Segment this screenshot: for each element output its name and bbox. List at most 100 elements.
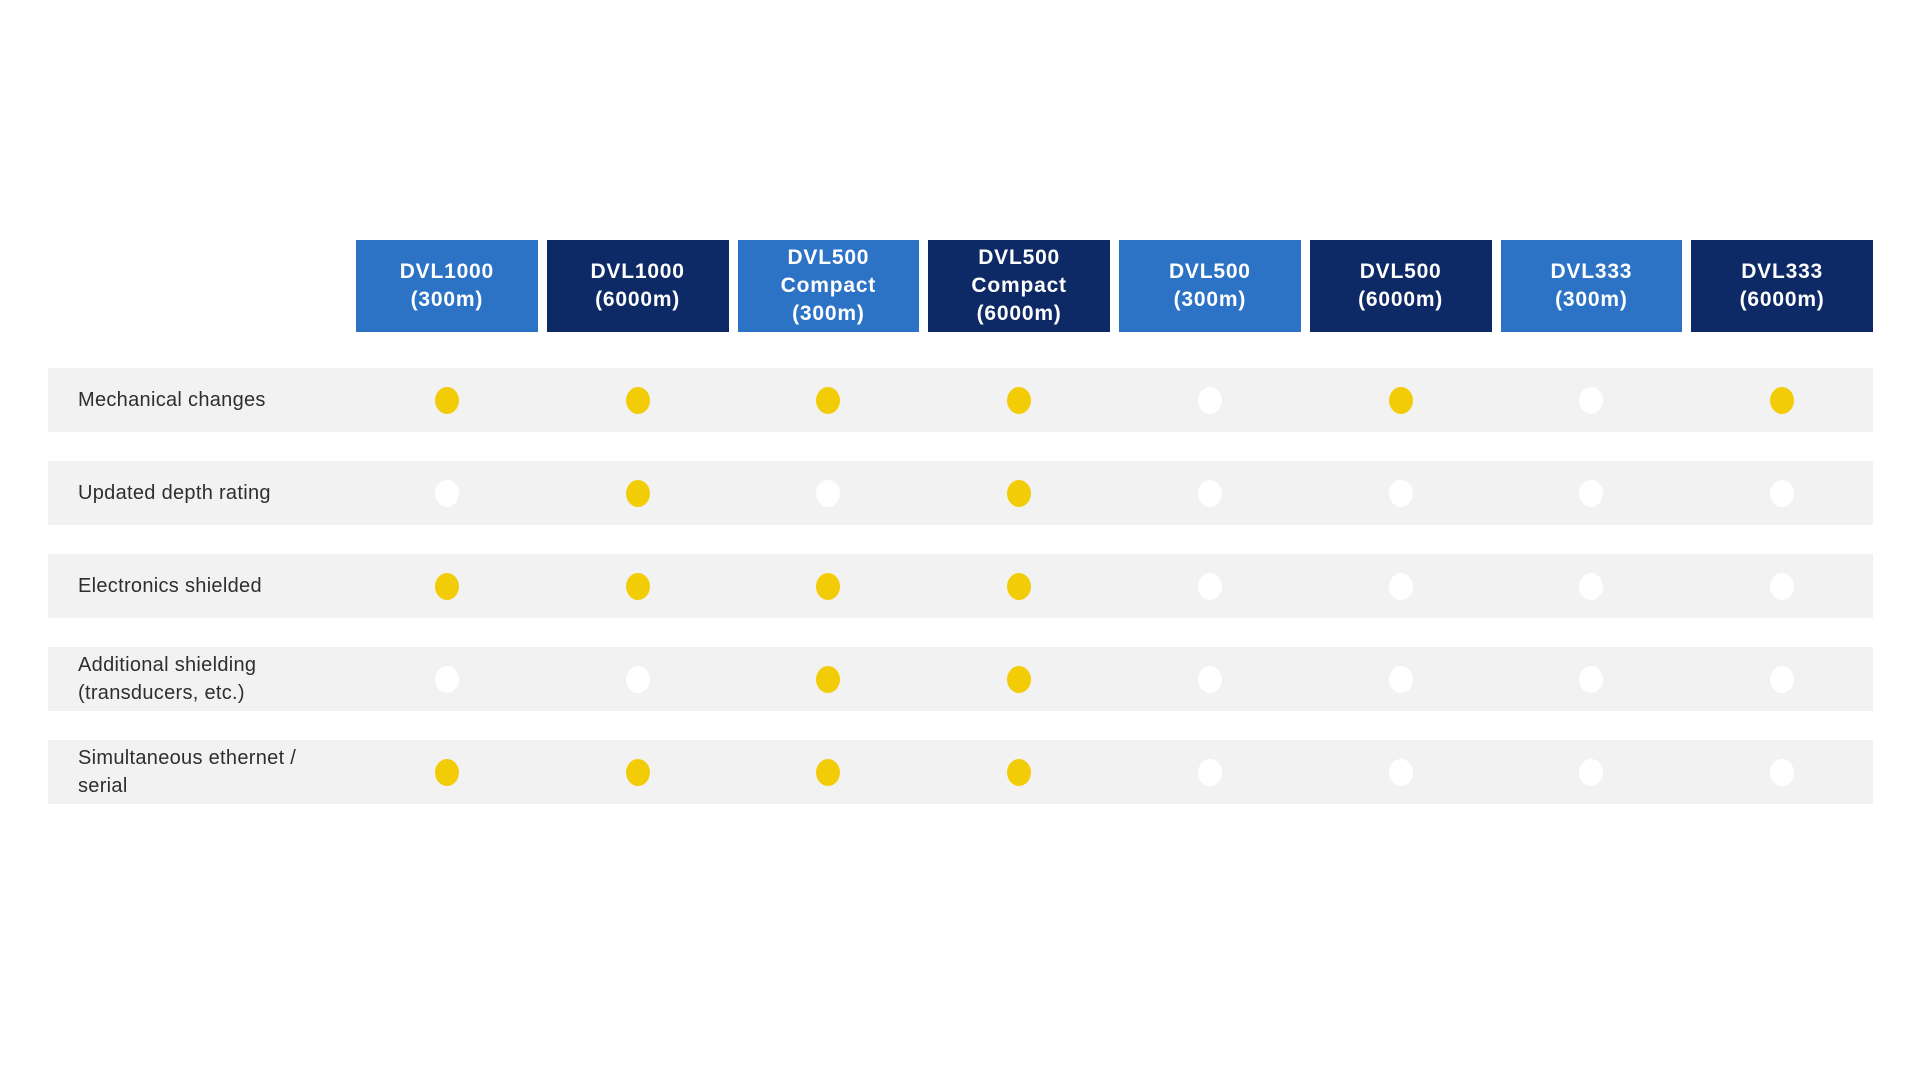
cell-simultaneous-ethernet-serial-dvl500-compact-6000m <box>928 740 1110 804</box>
not-included-dot-icon <box>1197 479 1222 507</box>
included-dot-icon <box>1007 479 1032 507</box>
row-label-mechanical-changes: Mechanical changes <box>48 386 347 414</box>
row-label-line: Updated depth rating <box>78 482 271 504</box>
feature-rows: Mechanical changes Updated depth rating El… <box>48 368 1873 804</box>
cell-electronics-shielded-dvl1000-300m <box>356 554 538 618</box>
column-header-line: (300m) <box>792 302 865 325</box>
column-header-line: Compact <box>780 274 877 297</box>
row-label-line: (transducers, etc.) <box>78 682 245 704</box>
included-dot-icon <box>816 758 841 786</box>
feature-row-simultaneous-ethernet-serial: Simultaneous ethernet / serial <box>48 740 1873 804</box>
included-dot-icon <box>434 386 459 414</box>
included-dot-icon <box>1007 758 1032 786</box>
row-label-electronics-shielded: Electronics shielded <box>48 572 347 600</box>
not-included-dot-icon <box>1579 665 1604 693</box>
cell-simultaneous-ethernet-serial-dvl333-6000m <box>1691 740 1873 804</box>
column-header-line: (300m) <box>410 288 484 311</box>
column-header-dvl500-compact-300m: DVL500 Compact (300m) <box>737 240 920 332</box>
column-header-line: DVL500 <box>1168 260 1251 283</box>
column-header-line: (300m) <box>1173 288 1247 311</box>
column-header-line: (6000m) <box>1739 288 1825 311</box>
cell-simultaneous-ethernet-serial-dvl500-compact-300m <box>738 740 920 804</box>
column-header-dvl333-300m: DVL333 (300m) <box>1500 240 1683 332</box>
cell-updated-depth-rating-dvl500-compact-300m <box>738 461 920 525</box>
header-spacer <box>48 240 347 332</box>
cell-mechanical-changes-dvl500-300m <box>1119 368 1301 432</box>
feature-row-mechanical-changes: Mechanical changes <box>48 368 1873 432</box>
column-header-line: DVL500 <box>787 246 870 269</box>
column-header-dvl333-6000m: DVL333 (6000m) <box>1691 240 1873 332</box>
column-header-line: DVL500 <box>978 246 1061 269</box>
cell-additional-shielding-dvl500-6000m <box>1310 647 1492 711</box>
not-included-dot-icon <box>1388 479 1413 507</box>
cell-simultaneous-ethernet-serial-dvl333-300m <box>1501 740 1683 804</box>
cell-electronics-shielded-dvl333-300m <box>1501 554 1683 618</box>
feature-row-updated-depth-rating: Updated depth rating <box>48 461 1873 525</box>
included-dot-icon <box>625 479 650 507</box>
not-included-dot-icon <box>816 479 841 507</box>
included-dot-icon <box>625 386 650 414</box>
not-included-dot-icon <box>434 479 459 507</box>
not-included-dot-icon <box>1579 386 1604 414</box>
not-included-dot-icon <box>1770 758 1795 786</box>
cell-simultaneous-ethernet-serial-dvl500-6000m <box>1310 740 1492 804</box>
included-dot-icon <box>1007 572 1032 600</box>
cell-additional-shielding-dvl333-300m <box>1501 647 1683 711</box>
cell-electronics-shielded-dvl333-6000m <box>1691 554 1873 618</box>
column-header-line: DVL500 <box>1359 260 1442 283</box>
included-dot-icon <box>625 572 650 600</box>
column-header-line: (6000m) <box>976 302 1062 325</box>
column-header-dvl1000-6000m: DVL1000 (6000m) <box>546 240 729 332</box>
cell-mechanical-changes-dvl1000-6000m <box>547 368 729 432</box>
row-label-simultaneous-ethernet-serial: Simultaneous ethernet / serial <box>48 744 347 800</box>
row-label-line: Additional shielding <box>78 654 257 676</box>
comparison-table: DVL1000 (300m) DVL1000 (6000m) DVL500 Compact… <box>48 240 1873 833</box>
cell-updated-depth-rating-dvl500-compact-6000m <box>928 461 1110 525</box>
not-included-dot-icon <box>1197 758 1222 786</box>
cell-additional-shielding-dvl500-compact-300m <box>738 647 920 711</box>
cell-simultaneous-ethernet-serial-dvl500-300m <box>1119 740 1301 804</box>
cell-electronics-shielded-dvl500-300m <box>1119 554 1301 618</box>
column-header-line: (300m) <box>1555 288 1628 311</box>
row-label-line: serial <box>78 775 128 797</box>
row-label-updated-depth-rating: Updated depth rating <box>48 479 347 507</box>
not-included-dot-icon <box>1388 572 1413 600</box>
not-included-dot-icon <box>1579 572 1604 600</box>
not-included-dot-icon <box>1388 665 1413 693</box>
included-dot-icon <box>816 572 841 600</box>
included-dot-icon <box>816 386 841 414</box>
cell-mechanical-changes-dvl500-compact-300m <box>738 368 920 432</box>
feature-row-electronics-shielded: Electronics shielded <box>48 554 1873 618</box>
cell-additional-shielding-dvl1000-6000m <box>547 647 729 711</box>
included-dot-icon <box>1007 386 1032 414</box>
column-header-dvl500-6000m: DVL500 (6000m) <box>1309 240 1492 332</box>
not-included-dot-icon <box>1388 758 1413 786</box>
cell-simultaneous-ethernet-serial-dvl1000-300m <box>356 740 538 804</box>
feature-row-additional-shielding: Additional shielding (transducers, etc.) <box>48 647 1873 711</box>
cell-electronics-shielded-dvl500-compact-6000m <box>928 554 1110 618</box>
column-header-line: (6000m) <box>595 288 681 311</box>
cell-additional-shielding-dvl500-compact-6000m <box>928 647 1110 711</box>
header-row: DVL1000 (300m) DVL1000 (6000m) DVL500 Compact… <box>48 240 1873 332</box>
not-included-dot-icon <box>434 665 459 693</box>
column-header-line: DVL333 <box>1550 260 1633 283</box>
cell-updated-depth-rating-dvl500-6000m <box>1310 461 1492 525</box>
included-dot-icon <box>434 572 459 600</box>
included-dot-icon <box>625 758 650 786</box>
not-included-dot-icon <box>1197 665 1222 693</box>
column-header-dvl500-300m: DVL500 (300m) <box>1119 240 1301 332</box>
cell-updated-depth-rating-dvl1000-6000m <box>547 461 729 525</box>
cell-mechanical-changes-dvl333-6000m <box>1691 368 1873 432</box>
cell-electronics-shielded-dvl500-6000m <box>1310 554 1492 618</box>
row-label-additional-shielding: Additional shielding (transducers, etc.) <box>48 651 347 707</box>
cell-electronics-shielded-dvl1000-6000m <box>547 554 729 618</box>
cell-mechanical-changes-dvl1000-300m <box>356 368 538 432</box>
not-included-dot-icon <box>1197 386 1222 414</box>
not-included-dot-icon <box>1579 758 1604 786</box>
column-header-dvl500-compact-6000m: DVL500 Compact (6000m) <box>928 240 1110 332</box>
not-included-dot-icon <box>1770 665 1795 693</box>
cell-updated-depth-rating-dvl1000-300m <box>356 461 538 525</box>
column-header-dvl1000-300m: DVL1000 (300m) <box>356 240 538 332</box>
included-dot-icon <box>1388 386 1413 414</box>
column-header-line: Compact <box>971 274 1067 297</box>
